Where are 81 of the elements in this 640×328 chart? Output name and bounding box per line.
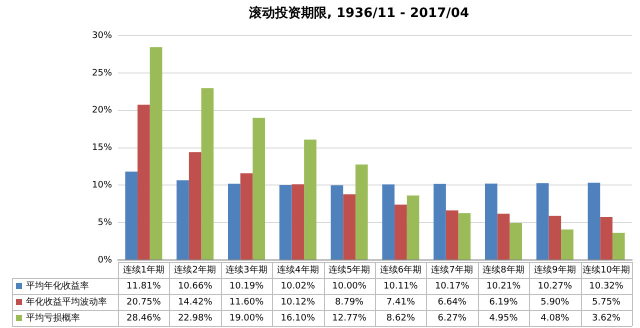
bar bbox=[588, 182, 600, 260]
bar bbox=[458, 213, 471, 260]
bar bbox=[240, 173, 253, 260]
bar bbox=[355, 164, 368, 260]
data-label: 11.60% bbox=[229, 297, 264, 308]
bar bbox=[548, 216, 562, 260]
data-label: 10.12% bbox=[280, 297, 316, 308]
data-label: 10.19% bbox=[229, 281, 264, 292]
bar bbox=[138, 104, 150, 260]
y-tick-label: 5% bbox=[98, 218, 112, 228]
data-label: 10.27% bbox=[538, 281, 572, 292]
data-label: 19.00% bbox=[229, 313, 264, 324]
bar bbox=[188, 152, 202, 260]
x-tick-label: 连续8年期 bbox=[482, 264, 524, 276]
data-label: 8.62% bbox=[386, 313, 416, 324]
x-tick-label: 连续1年期 bbox=[122, 264, 165, 276]
x-tick-label: 连续3年期 bbox=[226, 264, 268, 276]
data-label: 16.10% bbox=[280, 313, 316, 324]
bar bbox=[292, 184, 304, 260]
data-label: 22.98% bbox=[178, 313, 213, 324]
data-label: 4.95% bbox=[489, 313, 518, 324]
bar bbox=[612, 232, 625, 260]
bar bbox=[382, 184, 395, 260]
bar bbox=[561, 229, 574, 260]
data-label: 20.75% bbox=[126, 297, 162, 308]
data-label: 5.75% bbox=[592, 297, 622, 308]
data-label: 14.42% bbox=[178, 297, 213, 308]
x-tick-label: 连续5年期 bbox=[328, 264, 370, 276]
bar bbox=[434, 184, 446, 260]
bar bbox=[330, 185, 344, 260]
data-label: 6.19% bbox=[489, 297, 518, 308]
bar bbox=[304, 140, 316, 260]
x-tick-label: 连续9年期 bbox=[534, 264, 576, 276]
bar bbox=[394, 204, 407, 260]
data-label: 12.77% bbox=[332, 313, 367, 324]
data-label: 8.79% bbox=[335, 297, 364, 308]
data-label: 4.08% bbox=[540, 313, 570, 324]
data-label: 3.62% bbox=[592, 313, 622, 324]
bar bbox=[536, 183, 549, 260]
data-label: 10.02% bbox=[280, 281, 316, 292]
bar bbox=[279, 185, 292, 260]
x-tick-label: 连续2年期 bbox=[174, 264, 216, 276]
bar bbox=[125, 172, 138, 260]
data-label: 7.41% bbox=[386, 297, 416, 308]
bar bbox=[343, 194, 356, 260]
legend-label: 平均年化收益率 bbox=[26, 280, 89, 292]
bar bbox=[201, 88, 214, 260]
data-label: 10.32% bbox=[589, 281, 624, 292]
legend-label: 平均亏损概率 bbox=[26, 312, 80, 324]
x-tick-label: 连续4年期 bbox=[277, 264, 319, 276]
y-tick-label: 10% bbox=[92, 180, 112, 191]
x-tick-label: 连续10年期 bbox=[582, 264, 630, 276]
data-label: 10.21% bbox=[486, 281, 522, 292]
data-label: 28.46% bbox=[126, 313, 162, 324]
bar bbox=[252, 118, 266, 260]
bar bbox=[446, 210, 458, 260]
x-tick-label: 连续6年期 bbox=[380, 264, 422, 276]
bar bbox=[497, 214, 510, 260]
bar bbox=[228, 184, 240, 260]
data-label: 10.00% bbox=[332, 281, 367, 292]
data-label: 6.27% bbox=[438, 313, 467, 324]
y-tick-label: 25% bbox=[92, 68, 112, 78]
bar bbox=[510, 222, 522, 260]
bar bbox=[176, 180, 189, 260]
data-label: 11.81% bbox=[126, 281, 162, 292]
data-label: 5.90% bbox=[540, 297, 570, 308]
data-label: 10.11% bbox=[384, 281, 418, 292]
y-tick-label: 20% bbox=[92, 106, 112, 116]
y-tick-label: 30% bbox=[92, 30, 112, 41]
bar bbox=[484, 184, 498, 260]
bar bbox=[406, 196, 420, 260]
data-label: 10.66% bbox=[178, 281, 213, 292]
y-tick-label: 0% bbox=[98, 255, 112, 266]
data-label: 6.64% bbox=[438, 297, 467, 308]
legend-label: 年化收益平均波动率 bbox=[26, 296, 107, 308]
bar bbox=[600, 216, 612, 260]
data-label: 10.17% bbox=[434, 281, 470, 292]
y-tick-label: 15% bbox=[92, 143, 112, 154]
bar bbox=[150, 47, 162, 260]
x-tick-label: 连续7年期 bbox=[431, 264, 473, 276]
chart-title: 滚动投资期限, 1936/11 - 2017/04 bbox=[248, 5, 469, 22]
